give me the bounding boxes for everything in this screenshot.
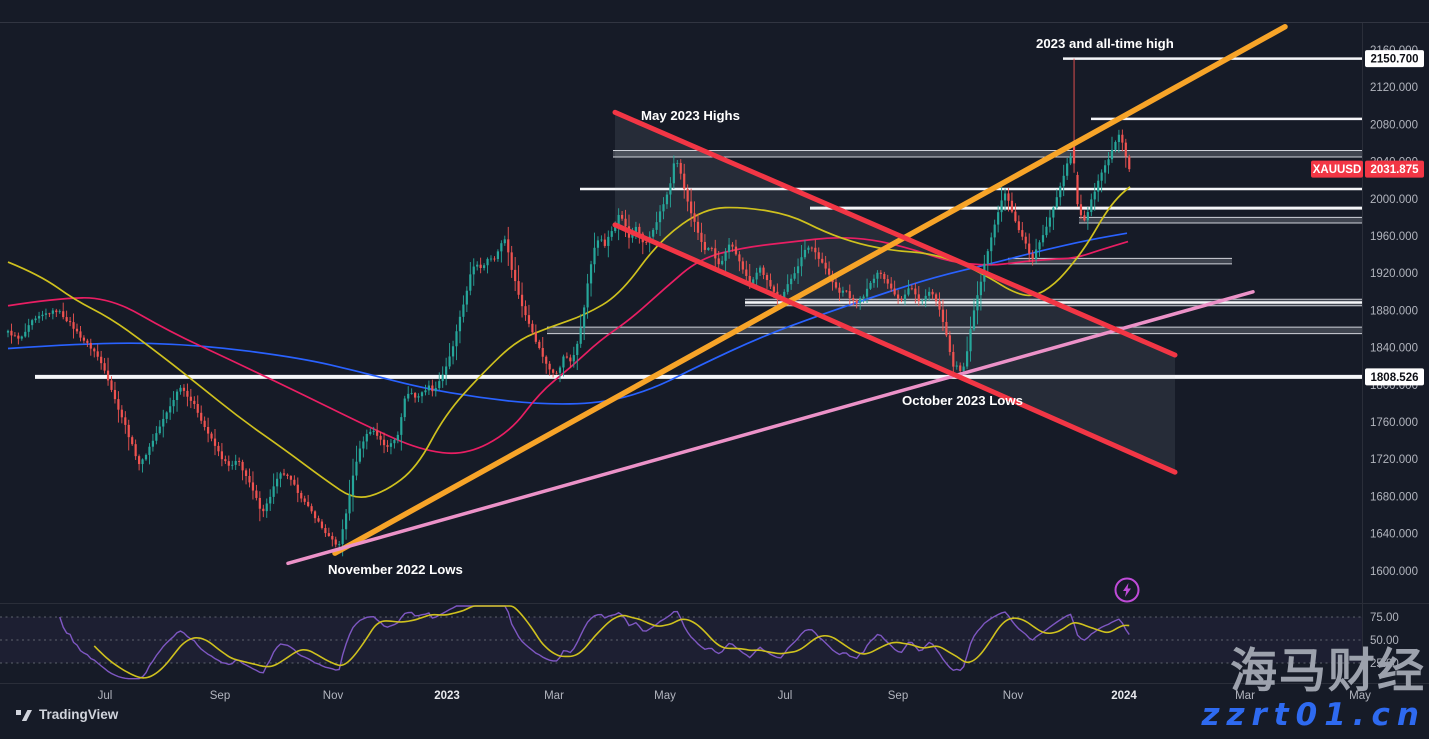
- price-marker-label: 2150.700: [1365, 50, 1424, 68]
- ma-50-line: [7, 186, 1131, 498]
- time-axis-label: May: [654, 690, 676, 702]
- price-axis[interactable]: 2160.0002120.0002080.0002040.0002000.000…: [1370, 45, 1418, 578]
- rsi-axis-label: 75.00: [1370, 612, 1399, 624]
- price-marker-label: 1808.526: [1365, 368, 1424, 386]
- price-marker-label: 2031.875: [1365, 160, 1424, 178]
- price-axis-label: 2080.000: [1370, 119, 1418, 131]
- price-axis-label: 1720.000: [1370, 454, 1418, 466]
- svg-text:2031.875: 2031.875: [1371, 164, 1420, 176]
- time-axis-label: 2024: [1111, 690, 1137, 702]
- boost-lightning-icon[interactable]: [1114, 577, 1140, 603]
- svg-text:XAUUSD: XAUUSD: [1313, 164, 1362, 176]
- rsi-pane[interactable]: [0, 603, 1429, 680]
- time-axis-label: Jul: [98, 690, 113, 702]
- price-axis-label: 1840.000: [1370, 343, 1418, 355]
- time-axis-label: Mar: [1235, 690, 1255, 702]
- time-axis-label: Jul: [778, 690, 793, 702]
- tradingview-branding[interactable]: TradingView: [16, 707, 118, 722]
- price-axis-label: 1600.000: [1370, 566, 1418, 578]
- chart-annotations: 2023 and all-time high May 2023 Highs Octo…: [328, 36, 1174, 577]
- annotation-label: October 2023 Lows: [902, 393, 1023, 408]
- candlestick-series[interactable]: [6, 58, 1131, 557]
- svg-text:1808.526: 1808.526: [1371, 372, 1419, 384]
- rsi-axis[interactable]: 75.00 50.00 25.00: [1370, 612, 1399, 670]
- annotation-label: May 2023 Highs: [641, 108, 740, 123]
- trendlines: [286, 24, 1288, 566]
- ma-100-line: [7, 236, 1129, 455]
- ma-200-line: [7, 232, 1128, 405]
- time-axis-label: May: [1349, 690, 1371, 702]
- tradingview-logo-icon: [16, 710, 32, 721]
- time-axis-label: Mar: [544, 690, 564, 702]
- rsi-axis-label: 50.00: [1370, 635, 1399, 647]
- price-axis-label: 1640.000: [1370, 529, 1418, 541]
- annotation-label: November 2022 Lows: [328, 562, 463, 577]
- watermark-cjk: 海马财经: [1230, 644, 1426, 699]
- time-axis-label: Nov: [323, 690, 344, 702]
- price-axis-label: 1960.000: [1370, 231, 1418, 243]
- trendline-downchannel-top: [612, 109, 1178, 358]
- price-axis-label: 2120.000: [1370, 82, 1418, 94]
- price-axis-label: 1680.000: [1370, 491, 1418, 503]
- time-axis-label: 2023: [434, 690, 460, 702]
- annotation-label: 2023 and all-time high: [1036, 36, 1174, 51]
- time-axis-label: Sep: [210, 690, 230, 702]
- trendline-downchannel-bottom: [612, 222, 1178, 475]
- svg-text:2150.700: 2150.700: [1371, 54, 1419, 66]
- time-axis-label: Nov: [1003, 690, 1024, 702]
- tradingview-logo-text: TradingView: [39, 707, 119, 722]
- time-axis[interactable]: Jul Sep Nov 2023 Mar May Jul Sep Nov 2024 Mar May: [98, 690, 1371, 702]
- price-axis-label: 1760.000: [1370, 417, 1418, 429]
- price-marker-label: XAUUSD: [1311, 160, 1363, 178]
- trendline-uptrend-minor: [286, 290, 1255, 566]
- time-axis-label: Sep: [888, 690, 908, 702]
- watermark-url: zzrt01.cn: [1201, 697, 1426, 733]
- rsi-axis-label: 25.00: [1370, 658, 1399, 670]
- trendline-uptrend-major: [332, 24, 1288, 556]
- price-axis-label: 1920.000: [1370, 268, 1418, 280]
- price-axis-label: 2000.000: [1370, 194, 1418, 206]
- price-axis-label: 1880.000: [1370, 305, 1418, 317]
- rsi-ma-line: [93, 605, 1130, 679]
